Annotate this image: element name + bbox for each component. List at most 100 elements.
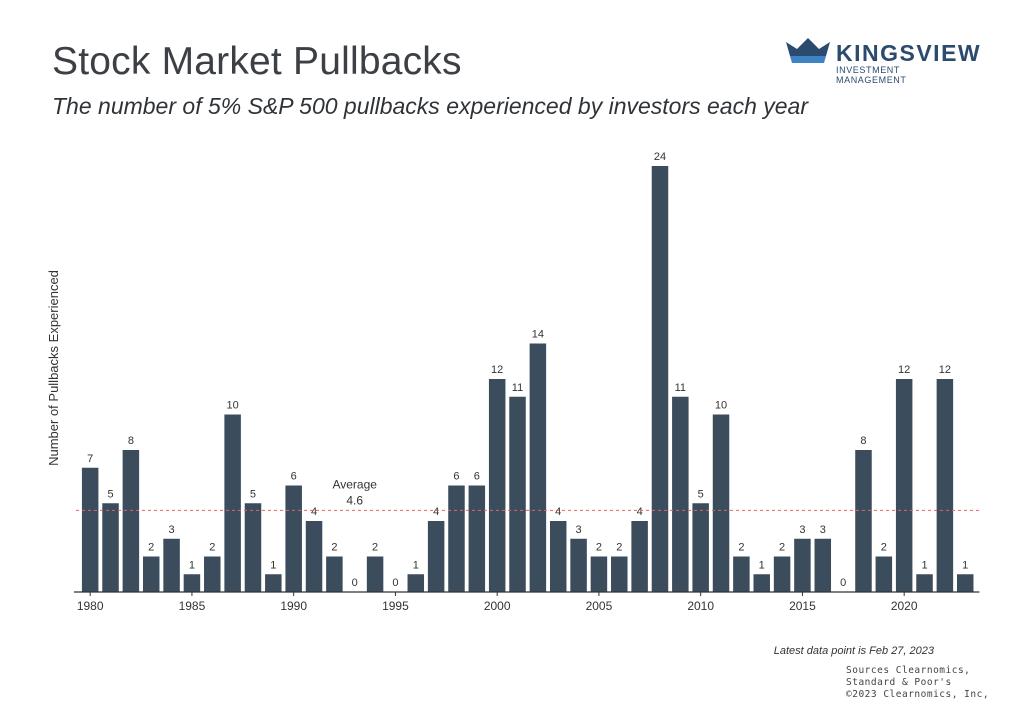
x-tick-label-2020: 2020 — [891, 599, 918, 613]
data-label-1997: 4 — [433, 506, 439, 518]
data-label-1988: 5 — [250, 488, 256, 500]
bar-1988 — [244, 503, 262, 592]
bar-2015 — [794, 538, 811, 592]
bar-2020 — [895, 379, 913, 592]
data-label-2014: 2 — [779, 542, 785, 554]
bar-1992 — [326, 556, 343, 592]
bar-2014 — [773, 556, 791, 592]
bar-2023 — [956, 574, 974, 592]
sources-note: Sources Clearnomics, Standard & Poor's ©… — [846, 665, 989, 701]
logo-name: KINGSVIEW — [836, 40, 982, 66]
bar-1997 — [427, 521, 445, 592]
data-label-2000: 12 — [491, 364, 503, 376]
x-tick-label-1995: 1995 — [382, 599, 409, 613]
data-label-2018: 8 — [860, 435, 866, 447]
data-label-2015: 3 — [799, 524, 805, 536]
bar-1991 — [305, 521, 323, 592]
page-subtitle: The number of 5% S&P 500 pullbacks exper… — [52, 93, 809, 119]
bar-2001 — [509, 396, 526, 592]
bar-2004 — [570, 538, 587, 592]
bar-1994 — [366, 556, 384, 592]
bar-1998 — [448, 485, 465, 592]
data-label-1991: 4 — [311, 506, 317, 518]
bar-2013 — [753, 574, 770, 592]
data-label-1998: 6 — [453, 471, 459, 483]
bar-2018 — [855, 450, 872, 592]
data-label-2007: 4 — [637, 506, 643, 518]
data-label-1985: 1 — [189, 559, 195, 571]
data-label-1981: 5 — [107, 488, 113, 500]
data-label-2021: 1 — [921, 559, 927, 571]
data-label-2010: 5 — [698, 488, 704, 500]
x-tick-label-1990: 1990 — [280, 599, 307, 613]
data-label-2019: 2 — [881, 542, 887, 554]
data-label-2017: 0 — [840, 577, 846, 589]
data-label-2009: 11 — [675, 382, 686, 394]
data-label-1995: 0 — [392, 577, 398, 589]
bar-2000 — [488, 379, 506, 592]
bar-2016 — [814, 538, 832, 592]
bar-2021 — [916, 574, 933, 592]
x-tick-label-1985: 1985 — [179, 599, 206, 613]
bar-2008 — [651, 166, 669, 592]
bar-1987 — [224, 414, 241, 592]
data-label-2003: 4 — [555, 506, 561, 518]
logo-tagline: INVESTMENT MANAGEMENT — [836, 65, 907, 85]
x-tick-label-2010: 2010 — [687, 599, 714, 613]
source-line: ©2023 Clearnomics, Inc, — [846, 689, 990, 700]
bar-2010 — [692, 503, 709, 592]
bar-1996 — [407, 574, 425, 592]
bar-2012 — [733, 556, 750, 592]
bar-2005 — [590, 556, 608, 592]
data-label-2012: 2 — [738, 542, 744, 554]
company-logo: KINGSVIEW INVESTMENT MANAGEMENT — [786, 38, 980, 85]
data-label-2001: 11 — [512, 382, 523, 394]
page-title: Stock Market Pullbacks — [52, 40, 462, 83]
bar-2019 — [875, 556, 893, 592]
data-label-2006: 2 — [616, 542, 622, 554]
y-axis-label: Number of Pullbacks Experienced — [46, 270, 61, 466]
source-line: Sources Clearnomics, — [846, 665, 971, 676]
bar-1999 — [468, 485, 486, 592]
data-label-2004: 3 — [576, 524, 582, 536]
data-label-2008: 24 — [654, 151, 666, 163]
data-label-1989: 1 — [270, 559, 276, 571]
data-label-2022: 12 — [939, 364, 951, 376]
bar-2011 — [712, 414, 730, 592]
bar-1989 — [265, 574, 282, 592]
bar-1985 — [183, 574, 201, 592]
source-line: Standard & Poor's — [846, 677, 952, 688]
bar-2006 — [611, 556, 628, 592]
data-label-1983: 2 — [148, 542, 154, 554]
bar-1986 — [204, 556, 221, 592]
average-label: Average — [332, 477, 377, 491]
data-label-2005: 2 — [596, 542, 602, 554]
x-tick-labels-group: 1980 1985 1990 1995 2000 2005 2010 2015 2020 — [77, 592, 918, 613]
data-label-1999: 6 — [474, 471, 480, 483]
data-label-2016: 3 — [820, 524, 826, 536]
data-label-1996: 1 — [413, 559, 419, 571]
bar-1990 — [285, 485, 302, 592]
bar-2009 — [672, 396, 689, 592]
data-label-1984: 3 — [169, 524, 175, 536]
bar-1981 — [102, 503, 119, 592]
data-label-2020: 12 — [898, 364, 910, 376]
average-value: 4.6 — [346, 493, 363, 507]
data-label-1987: 10 — [227, 400, 239, 412]
data-label-1990: 6 — [291, 471, 297, 483]
data-label-2013: 1 — [759, 559, 765, 571]
x-tick-label-1980: 1980 — [77, 599, 104, 613]
data-label-2002: 14 — [532, 329, 544, 341]
data-label-1994: 2 — [372, 542, 378, 554]
x-tick-label-2015: 2015 — [789, 599, 816, 613]
bar-1983 — [142, 556, 160, 592]
data-label-1982: 8 — [128, 435, 134, 447]
data-label-2011: 10 — [715, 400, 727, 412]
bar-2022 — [936, 379, 954, 592]
x-tick-label-2005: 2005 — [586, 599, 613, 613]
data-label-2023: 1 — [962, 559, 968, 571]
data-label-1993: 0 — [352, 577, 358, 589]
bar-1980 — [81, 467, 99, 592]
